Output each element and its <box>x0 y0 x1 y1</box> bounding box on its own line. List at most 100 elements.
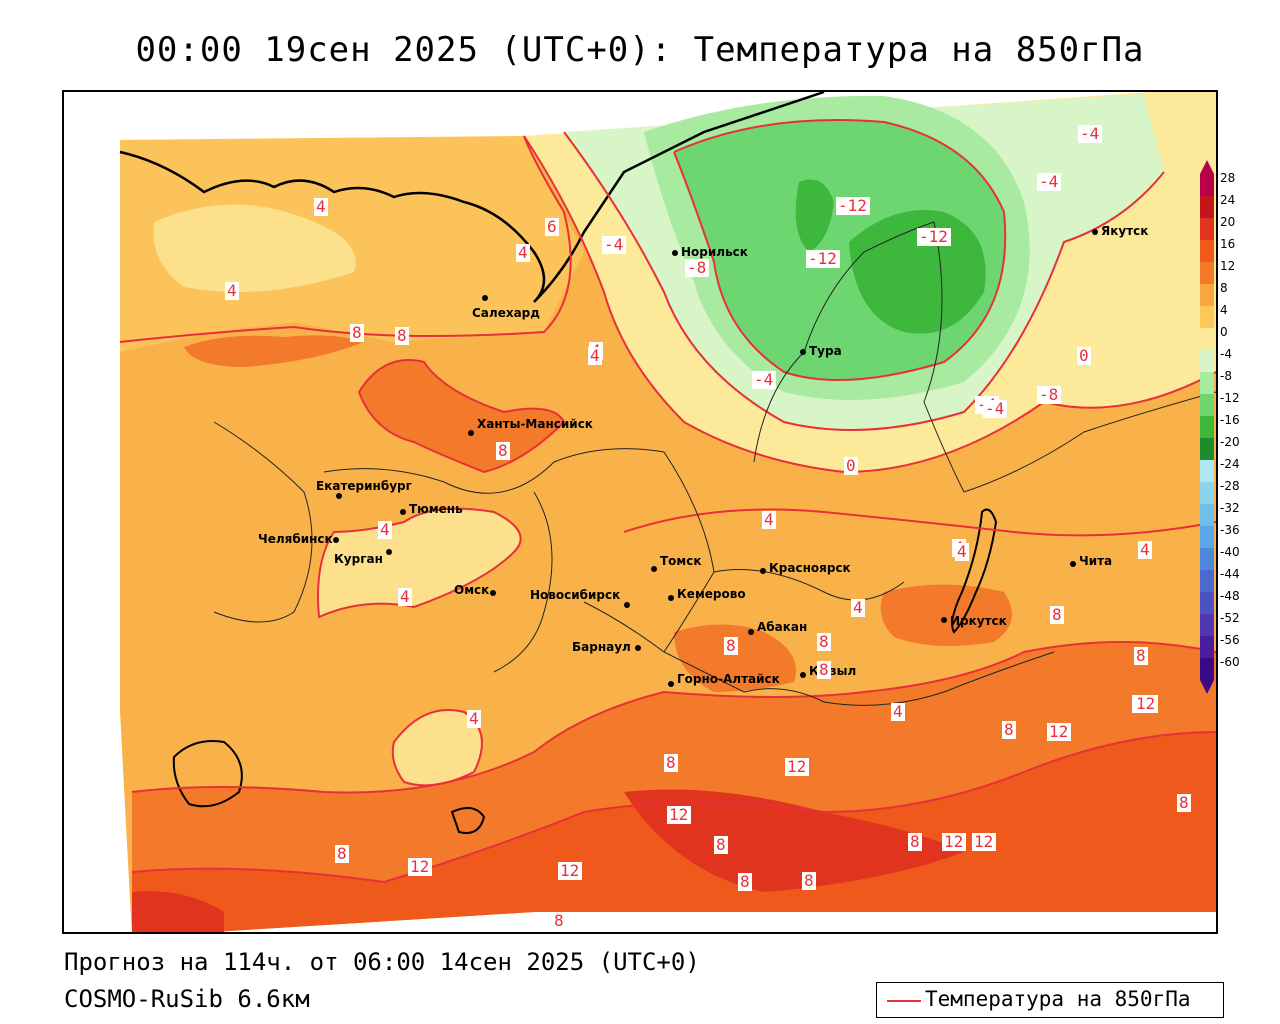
colorbar-tick-label: -48 <box>1220 589 1240 603</box>
isotherm-label-bg <box>917 228 951 246</box>
city-label: Иркутск <box>950 614 1007 628</box>
isotherm-label-bg <box>350 324 364 342</box>
city-label: Чита <box>1079 554 1112 568</box>
temperature-map[interactable]: Норильск Якутск Салехард Тура Ханты-Манс… <box>62 90 1218 934</box>
isotherm-label-bg <box>806 250 840 268</box>
city-label: Красноярск <box>769 561 851 575</box>
colorbar-swatch <box>1200 196 1214 218</box>
isotherm-label: 8 <box>1179 793 1189 812</box>
isotherm-label: -12 <box>919 227 948 246</box>
isotherm-label-bg <box>552 912 566 930</box>
isotherm-label-bg <box>588 347 602 365</box>
cool-spot-kurgan <box>318 508 521 617</box>
isotherm-label: 8 <box>804 871 814 890</box>
isotherm-label: -4 <box>754 370 773 389</box>
colorbar-tick-label: -36 <box>1220 523 1240 537</box>
city-label: Горно-Алтайск <box>677 672 780 686</box>
isotherm-label-bg <box>1002 721 1016 739</box>
colorbar-top-arrow <box>1200 160 1214 174</box>
colorbar-swatch <box>1200 240 1214 262</box>
isotherm-label-bg <box>408 858 432 876</box>
isotherm-label-bg <box>395 327 409 345</box>
isotherm-label: 12 <box>944 832 963 851</box>
colorbar-bottom-arrow <box>1200 680 1214 694</box>
colorbar-swatch <box>1200 570 1214 592</box>
isotherm-label-bg <box>398 588 412 606</box>
isotherm-label-bg <box>1134 695 1158 713</box>
city-label: Барнаул <box>572 640 631 654</box>
isotherm-label-bg <box>891 703 905 721</box>
city-label: Якутск <box>1101 224 1148 238</box>
isotherm-label: -8 <box>1039 385 1058 404</box>
isotherm-label-bg <box>314 198 328 216</box>
isotherm-label-bg <box>1037 386 1061 404</box>
colorbar-tick-label: 20 <box>1220 215 1235 229</box>
isotherm-label-bg <box>983 400 1007 418</box>
colorbar-swatch <box>1200 614 1214 636</box>
city-label: Тюмень <box>409 502 463 516</box>
colorbar-tick-label: 24 <box>1220 193 1235 207</box>
isotherm-label: 8 <box>1004 720 1014 739</box>
colorbar-tick-label: -4 <box>1220 347 1232 361</box>
colorbar-swatch <box>1200 526 1214 548</box>
warm-patch-altai <box>674 624 796 692</box>
isotherm-label-bg <box>1138 541 1152 559</box>
isotherm-label: 8 <box>1052 605 1062 624</box>
isotherm-label: -4 <box>1039 172 1058 191</box>
isotherm-label: 12 <box>1049 722 1068 741</box>
isotherm-label: 4 <box>316 197 326 216</box>
isotherm-label: 8 <box>554 911 564 930</box>
isotherm-label-bg <box>667 806 691 824</box>
isotherm-label-bg <box>714 836 728 854</box>
isotherm-label: 4 <box>957 542 967 561</box>
colorbar-tick-label: 4 <box>1220 303 1228 317</box>
isotherm-label-bg <box>1047 723 1071 741</box>
isotherm-lines <box>119 119 1216 884</box>
isotherm-label: 12 <box>787 757 806 776</box>
colorbar-tick-label: 12 <box>1220 259 1235 273</box>
colorbar: 28 24 20 16 12 8 4 0 -4 -8 -12 -16 -20 -24 -28 -32 -36 -4… <box>1200 160 1240 694</box>
isotherm-label-bg <box>1037 173 1061 191</box>
isotherm-label: -4 <box>604 235 623 254</box>
isotherm-label: 6 <box>547 217 557 236</box>
isotherm-label-bg <box>972 833 996 851</box>
colorbar-swatch <box>1200 460 1214 482</box>
colorbar-tick-label: -28 <box>1220 479 1240 493</box>
isotherm-label: 12 <box>1136 694 1155 713</box>
city-label: Челябинск <box>258 532 333 546</box>
isotherm-label: 4 <box>853 598 863 617</box>
isotherm-label: -12 <box>808 249 837 268</box>
forecast-info: Прогноз на 114ч. от 06:00 14сен 2025 (UT… <box>64 948 700 976</box>
colorbar-swatch <box>1200 482 1214 504</box>
isotherm-label: 12 <box>560 861 579 880</box>
yellow-patch <box>153 204 356 292</box>
model-name: COSMO-RuSib 6.6км <box>64 985 310 1013</box>
hottest-patch <box>624 789 964 892</box>
isotherm-label-bg <box>558 862 582 880</box>
colorbar-tick-label: -24 <box>1220 457 1240 471</box>
aral-sea <box>172 740 243 808</box>
isotherm-label: 4 <box>764 510 774 529</box>
colorbar-tick-label: -8 <box>1220 369 1232 383</box>
city-label: Норильск <box>681 245 748 259</box>
warm-patch-khanty <box>359 360 564 472</box>
city-label: Кызыл <box>809 664 856 678</box>
isotherm-label-bg <box>785 758 809 776</box>
isotherm-label: 12 <box>410 857 429 876</box>
colorbar-swatch <box>1200 438 1214 460</box>
isotherm-label-bg <box>516 244 530 262</box>
city-markers: Норильск Якутск Салехард Тура Ханты-Манс… <box>258 224 1148 687</box>
minus-sixteen-core <box>849 210 986 334</box>
isotherm-label-bg <box>378 521 392 539</box>
colorbar-tick-label: -52 <box>1220 611 1240 625</box>
colorbar-tick-label: -56 <box>1220 633 1240 647</box>
isotherm-label-bg <box>844 457 858 475</box>
legend-line-icon <box>887 1000 921 1002</box>
warm-patch-irkutsk <box>880 584 1012 646</box>
isotherm-label-bg <box>942 833 966 851</box>
city-label: Новосибирск <box>530 588 620 602</box>
isotherm-labels: 44464-4-8-12-12-12-4-4-488484-40-8-40444… <box>225 124 1191 930</box>
city-label: Курган <box>334 552 383 566</box>
colorbar-swatch <box>1200 504 1214 526</box>
colorbar-tick-label: -32 <box>1220 501 1240 515</box>
